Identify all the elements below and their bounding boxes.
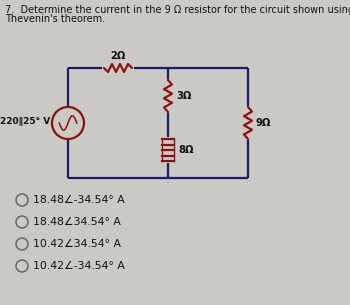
Text: 9Ω: 9Ω xyxy=(256,118,271,128)
Text: 10.42∠-34.54° A: 10.42∠-34.54° A xyxy=(33,261,125,271)
Text: Thevenin's theorem.: Thevenin's theorem. xyxy=(5,14,105,24)
Text: 3Ω: 3Ω xyxy=(176,91,191,101)
Text: 2Ω: 2Ω xyxy=(110,51,126,61)
Text: 7.  Determine the current in the 9 Ω resistor for the circuit shown using: 7. Determine the current in the 9 Ω resi… xyxy=(5,5,350,15)
Text: 18.48∠34.54° A: 18.48∠34.54° A xyxy=(33,217,121,227)
Text: 18.48∠-34.54° A: 18.48∠-34.54° A xyxy=(33,195,125,205)
Text: 10.42∠34.54° A: 10.42∠34.54° A xyxy=(33,239,121,249)
Text: 220∥25° V: 220∥25° V xyxy=(0,117,50,125)
Text: 8Ω: 8Ω xyxy=(178,145,194,155)
